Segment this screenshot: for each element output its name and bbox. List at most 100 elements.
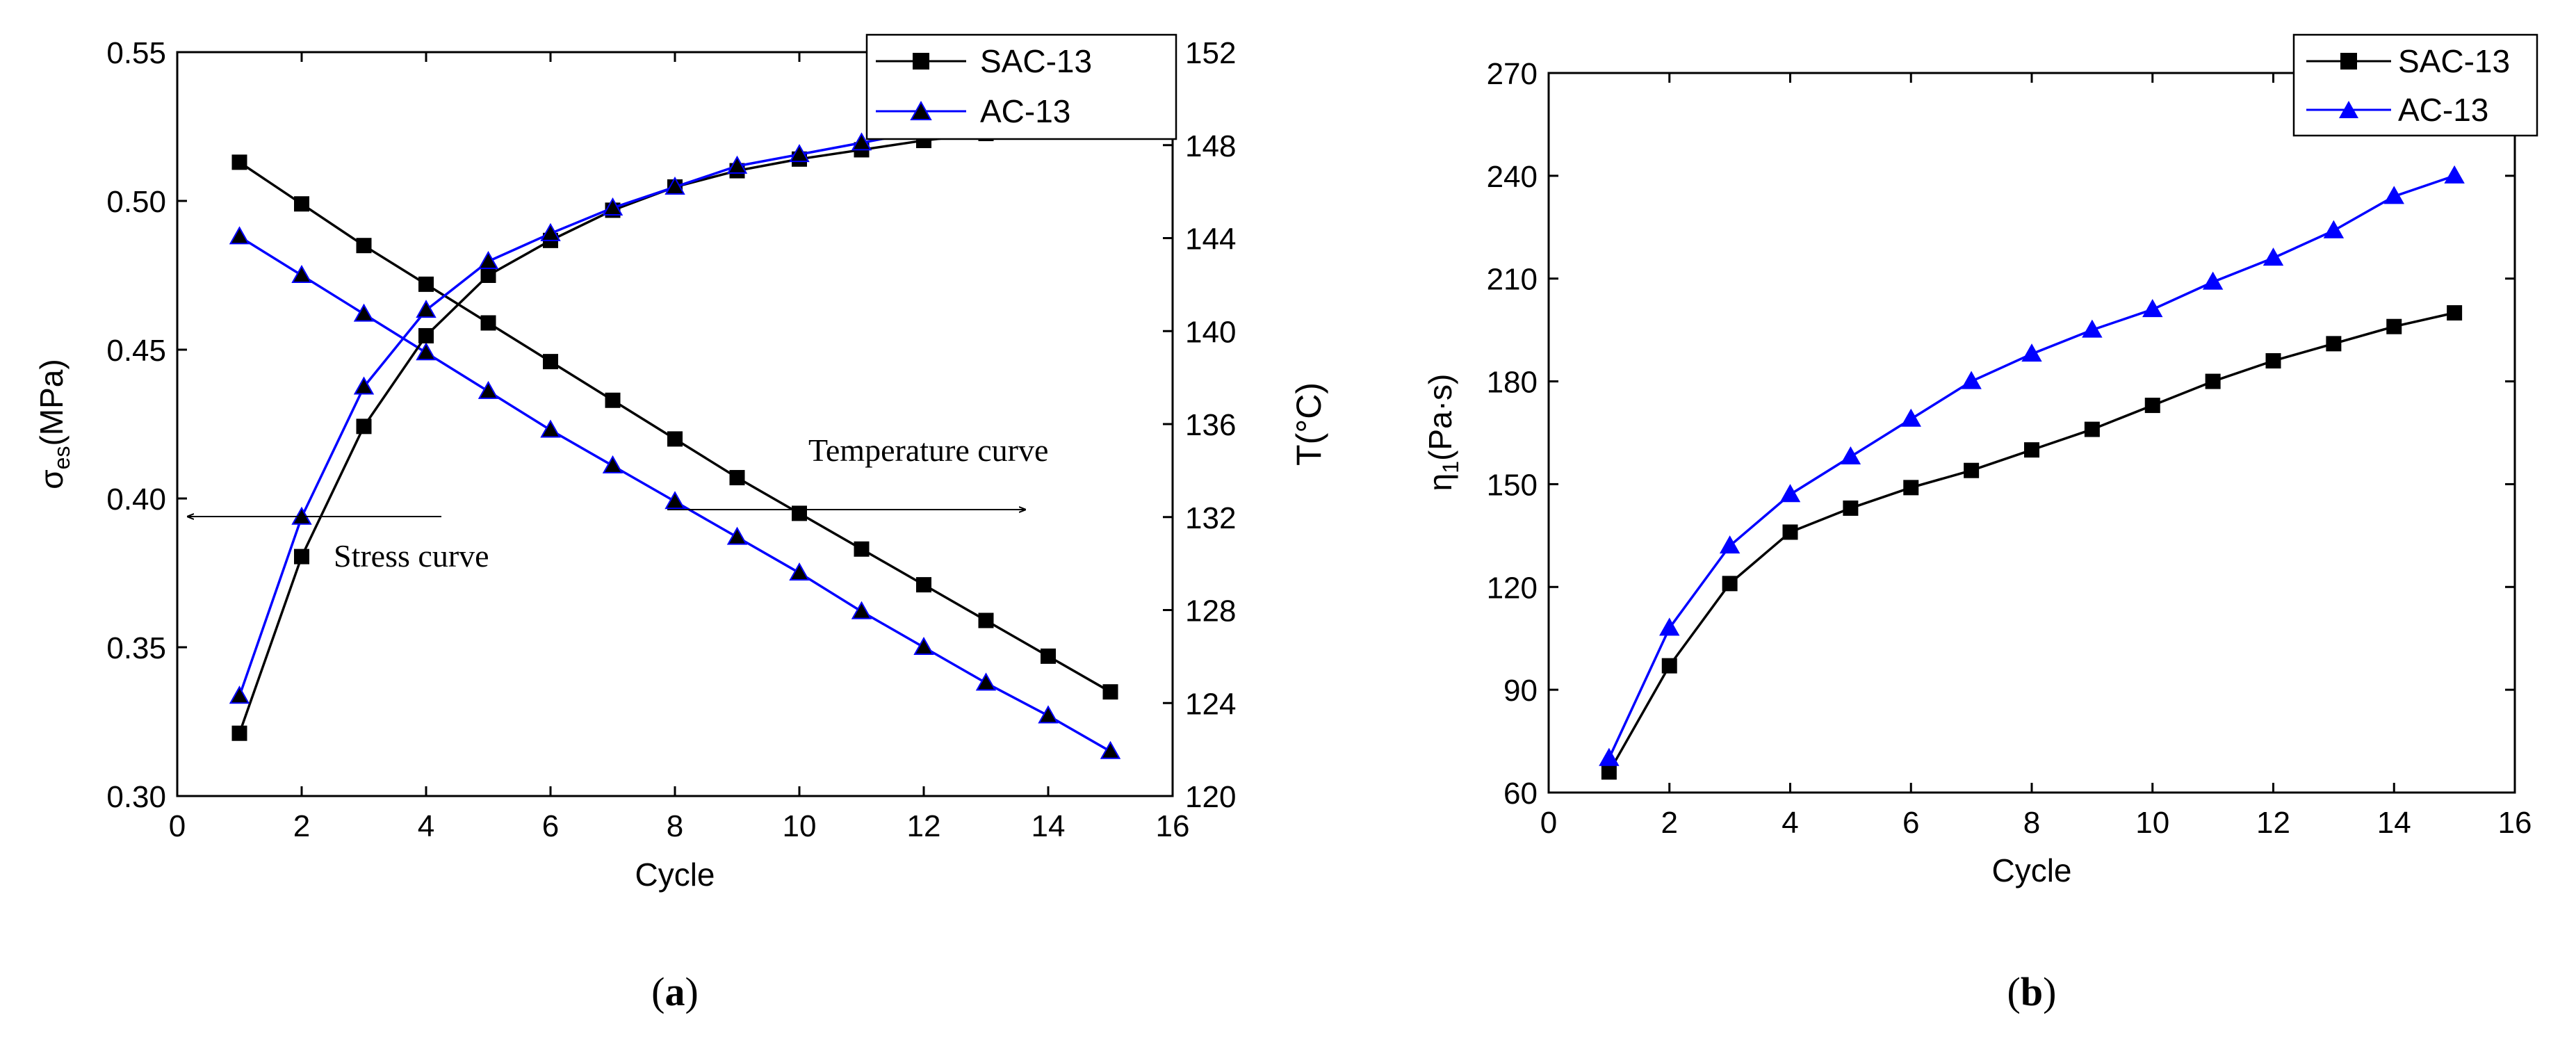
x-tick-label-b: 6 (1902, 806, 1919, 840)
point-sac-13-stress (480, 315, 496, 331)
legend-label-sac-b: SAC-13 (2398, 43, 2510, 79)
point-ac-13-temperature (229, 685, 250, 704)
point-sac-13 (2024, 442, 2039, 458)
point-sac-13 (1903, 480, 1919, 496)
legend-marker-sac-b (2340, 53, 2357, 70)
point-sac-13-temperature (480, 268, 496, 283)
y-tick-label-b: 270 (1487, 57, 1538, 91)
x-axis-title-a: Cycle (635, 857, 715, 893)
legend-label-ac-a: AC-13 (980, 93, 1070, 129)
point-sac-13-stress (916, 577, 931, 593)
x-tick-label-a: 10 (783, 809, 817, 843)
point-sac-13-stress (854, 541, 870, 557)
point-sac-13 (1843, 500, 1859, 516)
point-sac-13-stress (418, 276, 434, 292)
point-sac-13 (1601, 764, 1617, 780)
x-tick-label-b: 12 (2256, 806, 2290, 840)
point-sac-13-stress (231, 154, 247, 170)
y-tick-label-a: 0.30 (106, 780, 166, 814)
point-ac-13 (1900, 408, 1921, 427)
legend-label-sac-a: SAC-13 (980, 43, 1092, 79)
point-ac-13 (2323, 220, 2345, 238)
x-tick-label-a: 8 (667, 809, 683, 843)
point-sac-13 (2326, 336, 2342, 352)
y2-tick-label-a: 132 (1185, 501, 1236, 535)
point-sac-13 (1782, 524, 1798, 540)
x-tick-label-b: 2 (1661, 806, 1678, 840)
point-sac-13-stress (1102, 684, 1118, 700)
point-sac-13-stress (729, 470, 745, 486)
chart-a: 0 2 4 6 8 10 12 14 16 0.30 0.35 0.40 0.45 0.50 0.55 120… (33, 33, 1328, 1014)
point-ac-13-temperature (602, 197, 623, 216)
point-sac-13 (1722, 576, 1738, 592)
point-ac-13-stress (665, 491, 685, 510)
point-sac-13-stress (792, 505, 807, 521)
point-ac-13-stress (291, 264, 312, 283)
point-sac-13-stress (605, 392, 621, 408)
point-ac-13 (2142, 299, 2163, 318)
point-ac-13-temperature (789, 144, 810, 163)
x-tick-label-a: 4 (418, 809, 434, 843)
y2-tick-label-a: 152 (1185, 36, 1236, 70)
x-tick-label-a: 16 (1156, 809, 1190, 843)
point-sac-13 (2205, 373, 2221, 389)
y-tick-label-a: 0.50 (106, 185, 166, 219)
x-tick-label-b: 8 (2023, 806, 2040, 840)
point-ac-13-stress (540, 419, 561, 438)
point-ac-13 (1840, 446, 1861, 464)
point-sac-13-stress (1041, 648, 1056, 664)
y2-tick-label-a: 140 (1185, 315, 1236, 349)
point-sac-13 (2144, 398, 2160, 414)
legend-label-ac-b: AC-13 (2398, 92, 2488, 128)
chart-b: 0 2 4 6 8 10 12 14 16 60 90 120 150 180 210 240 270 Cycl… (1422, 33, 2538, 1014)
x-tick-label-a: 6 (542, 809, 559, 843)
y-tick-label-b: 180 (1487, 366, 1538, 400)
y2-tick-label-a: 148 (1185, 129, 1236, 163)
point-ac-13-stress (416, 342, 437, 361)
y-tick-label-b: 90 (1503, 674, 1538, 708)
point-ac-13-temperature (665, 176, 685, 195)
point-ac-13-stress (478, 380, 499, 399)
y-tick-label-b: 240 (1487, 160, 1538, 194)
point-ac-13-temperature (851, 132, 872, 151)
point-sac-13 (2386, 318, 2402, 334)
x-tick-label-a: 14 (1032, 809, 1066, 843)
legend-b: SAC-13 AC-13 (2292, 33, 2538, 137)
point-ac-13-temperature (416, 300, 437, 318)
y-axis-title-a: σes(MPa) (33, 359, 74, 489)
point-sac-13 (2447, 305, 2463, 320)
point-sac-13-temperature (294, 549, 309, 565)
point-ac-13 (2202, 271, 2224, 290)
point-ac-13-stress (602, 455, 623, 473)
point-ac-13 (1659, 617, 1680, 636)
plot-frame-a (176, 51, 1174, 797)
y-tick-label-b: 150 (1487, 468, 1538, 502)
point-ac-13 (2082, 319, 2103, 338)
point-ac-13-stress (229, 226, 250, 245)
x-tick-label-b: 0 (1540, 806, 1557, 840)
x-tick-label-a: 2 (293, 809, 310, 843)
x-tick-label-a: 0 (169, 809, 186, 843)
legend-marker-sac-a (913, 53, 929, 70)
legend-box-b (2292, 33, 2538, 137)
legend-marker-ac-b (2339, 101, 2358, 118)
point-ac-13-temperature (726, 155, 748, 174)
y-tick-label-b: 60 (1503, 777, 1538, 811)
point-sac-13 (1661, 658, 1677, 674)
y-tick-label-a: 0.45 (106, 334, 166, 368)
point-sac-13-stress (667, 431, 683, 447)
x-tick-label-b: 16 (2498, 806, 2532, 840)
point-ac-13 (2444, 165, 2465, 184)
point-ac-13-stress (789, 562, 810, 581)
series-line-sac-13 (1608, 311, 2455, 773)
stress-curve-label: Stress curve (334, 538, 489, 574)
y-tick-label-a: 0.55 (106, 36, 166, 70)
point-ac-13-stress (975, 672, 997, 691)
x-axis-title-b: Cycle (1991, 852, 2071, 888)
y2-tick-label-a: 124 (1185, 687, 1236, 721)
point-sac-13-temperature (356, 419, 372, 435)
legend-box-a (865, 33, 1177, 140)
panel-label-b: (b) (2007, 969, 2057, 1014)
point-sac-13-temperature (231, 725, 247, 741)
point-sac-13-stress (978, 612, 994, 628)
